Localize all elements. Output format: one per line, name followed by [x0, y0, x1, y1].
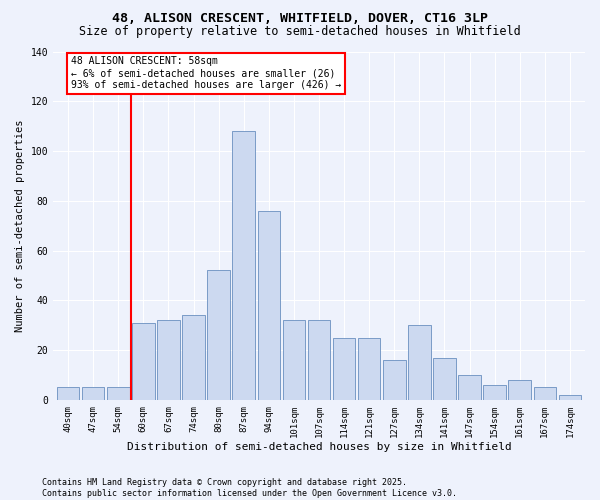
Bar	[283, 320, 305, 400]
Bar	[182, 315, 205, 400]
Bar	[559, 395, 581, 400]
Text: Size of property relative to semi-detached houses in Whitfield: Size of property relative to semi-detach…	[79, 25, 521, 38]
Text: 48 ALISON CRESCENT: 58sqm
← 6% of semi-detached houses are smaller (26)
93% of s: 48 ALISON CRESCENT: 58sqm ← 6% of semi-d…	[71, 56, 341, 90]
Bar	[232, 131, 255, 400]
Bar	[132, 322, 155, 400]
Bar	[208, 270, 230, 400]
Bar	[308, 320, 331, 400]
Text: 48, ALISON CRESCENT, WHITFIELD, DOVER, CT16 3LP: 48, ALISON CRESCENT, WHITFIELD, DOVER, C…	[112, 12, 488, 26]
X-axis label: Distribution of semi-detached houses by size in Whitfield: Distribution of semi-detached houses by …	[127, 442, 511, 452]
Bar	[508, 380, 531, 400]
Bar	[57, 388, 79, 400]
Bar	[533, 388, 556, 400]
Bar	[408, 325, 431, 400]
Bar	[433, 358, 456, 400]
Bar	[358, 338, 380, 400]
Bar	[333, 338, 355, 400]
Y-axis label: Number of semi-detached properties: Number of semi-detached properties	[15, 120, 25, 332]
Bar	[458, 375, 481, 400]
Bar	[107, 388, 130, 400]
Bar	[257, 210, 280, 400]
Text: Contains HM Land Registry data © Crown copyright and database right 2025.
Contai: Contains HM Land Registry data © Crown c…	[42, 478, 457, 498]
Bar	[484, 385, 506, 400]
Bar	[82, 388, 104, 400]
Bar	[157, 320, 180, 400]
Bar	[383, 360, 406, 400]
